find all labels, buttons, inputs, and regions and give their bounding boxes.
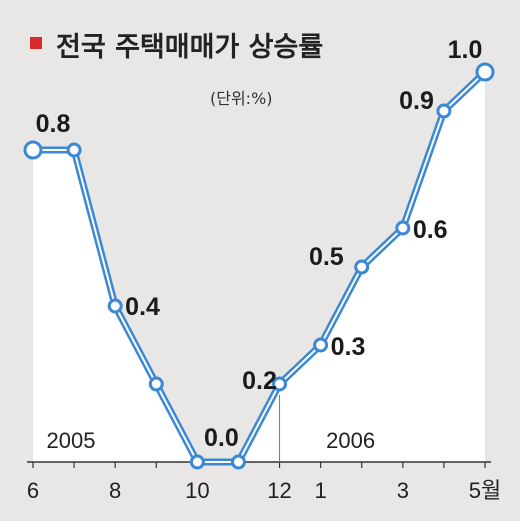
unit-label: (단위:%) xyxy=(210,89,273,108)
x-tick-label: 1 xyxy=(315,478,327,503)
x-tick-label: 10 xyxy=(185,478,209,503)
data-label: 0.4 xyxy=(125,293,160,321)
x-tick-label: 5월 xyxy=(469,478,501,503)
data-point xyxy=(313,337,329,353)
data-label: 1.0 xyxy=(448,36,483,64)
data-point xyxy=(107,298,123,314)
data-label: 0.6 xyxy=(413,216,448,244)
plot-fill xyxy=(33,72,485,462)
data-label: 0.5 xyxy=(309,243,344,271)
data-label: 0.0 xyxy=(204,424,239,452)
data-point xyxy=(395,220,411,236)
data-point xyxy=(189,454,205,470)
data-point xyxy=(148,376,164,392)
year-label: 2005 xyxy=(47,428,96,453)
x-tick-label: 3 xyxy=(397,478,409,503)
title-marker-icon xyxy=(30,37,42,49)
series-line xyxy=(29,68,489,466)
x-tick-label: 12 xyxy=(267,478,291,503)
year-label: 2006 xyxy=(326,428,375,453)
x-tick-label: 6 xyxy=(27,478,39,503)
year-labels: 2005 2006 xyxy=(47,428,376,453)
data-label: 0.2 xyxy=(242,367,277,395)
data-label: 0.8 xyxy=(36,110,71,138)
chart-title: 전국 주택매매가 상승률 xyxy=(56,32,323,63)
data-label: 0.3 xyxy=(331,333,366,361)
data-point xyxy=(475,62,495,82)
data-points xyxy=(23,62,495,470)
data-point xyxy=(272,376,288,392)
x-tick-label: 8 xyxy=(109,478,121,503)
data-point xyxy=(230,454,246,470)
data-labels: 0.8 0.4 0.0 0.2 0.3 0.5 0.6 0.9 1.0 xyxy=(36,36,483,452)
data-label: 0.9 xyxy=(399,87,434,115)
data-point xyxy=(23,140,43,160)
x-axis-ticks: 6 8 10 12 1 3 5월 xyxy=(27,462,501,503)
series-line-inner xyxy=(32,71,486,463)
data-point xyxy=(66,142,82,158)
plot-area xyxy=(27,72,491,463)
data-point xyxy=(436,103,452,119)
data-point xyxy=(354,259,370,275)
